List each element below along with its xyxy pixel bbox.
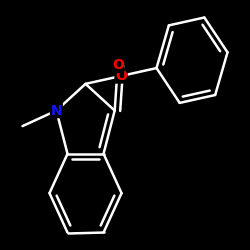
Text: O: O bbox=[115, 69, 127, 83]
Text: O: O bbox=[112, 58, 124, 72]
Text: N: N bbox=[50, 104, 62, 118]
